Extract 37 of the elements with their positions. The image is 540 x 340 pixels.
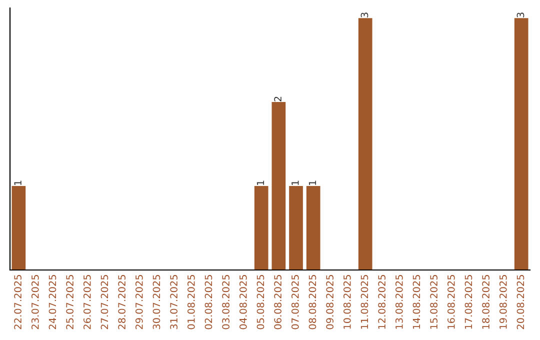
x-tick-label: 12.08.2025 xyxy=(378,275,386,329)
x-tick-label: 18.08.2025 xyxy=(482,275,490,329)
x-tick-label: 03.08.2025 xyxy=(222,275,230,330)
data-label: 1 xyxy=(292,180,299,185)
data-label: 1 xyxy=(14,180,22,185)
x-tick-label: 20.08.2025 xyxy=(516,275,524,330)
x-tick-label: 26.07.2025 xyxy=(83,275,91,330)
x-tick-label: 04.08.2025 xyxy=(239,275,247,330)
data-label: 1 xyxy=(308,180,316,185)
x-tick-label: 06.08.2025 xyxy=(274,275,282,330)
x-tick-label: 16.08.2025 xyxy=(447,275,455,329)
data-label: 2 xyxy=(274,96,282,102)
x-tick-label: 02.08.2025 xyxy=(204,275,212,330)
x-tick-label: 13.08.2025 xyxy=(395,275,403,329)
x-tick-label: 24.07.2025 xyxy=(48,275,56,330)
x-tick-label: 31.07.2025 xyxy=(170,275,178,330)
x-tick-label: 28.07.2025 xyxy=(118,275,126,330)
data-label: 3 xyxy=(360,12,368,18)
x-tick-label: 14.08.2025 xyxy=(412,275,420,329)
x-tick-label: 09.08.2025 xyxy=(326,275,334,330)
x-tick-label: 19.08.2025 xyxy=(499,275,507,329)
x-tick-label: 05.08.2025 xyxy=(256,275,264,330)
x-tick-label: 10.08.2025 xyxy=(343,275,351,329)
x-tick-label: 07.08.2025 xyxy=(291,275,299,330)
x-tick-label: 27.07.2025 xyxy=(100,275,108,330)
x-tick-label: 01.08.2025 xyxy=(187,275,195,330)
x-tick-label: 17.08.2025 xyxy=(464,275,472,329)
x-tick-label: 22.07.2025 xyxy=(14,275,22,330)
x-tick-label: 29.07.2025 xyxy=(135,275,143,330)
x-tick-label: 23.07.2025 xyxy=(31,275,39,330)
data-label: 1 xyxy=(256,180,264,185)
data-label: 3 xyxy=(516,12,524,18)
x-tick-label: 08.08.2025 xyxy=(308,275,316,330)
x-tick-label: 30.07.2025 xyxy=(152,275,160,330)
x-tick-label: 15.08.2025 xyxy=(430,275,438,329)
x-tick-label: 25.07.2025 xyxy=(66,275,74,330)
x-tick-label: 11.08.2025 xyxy=(360,275,368,329)
